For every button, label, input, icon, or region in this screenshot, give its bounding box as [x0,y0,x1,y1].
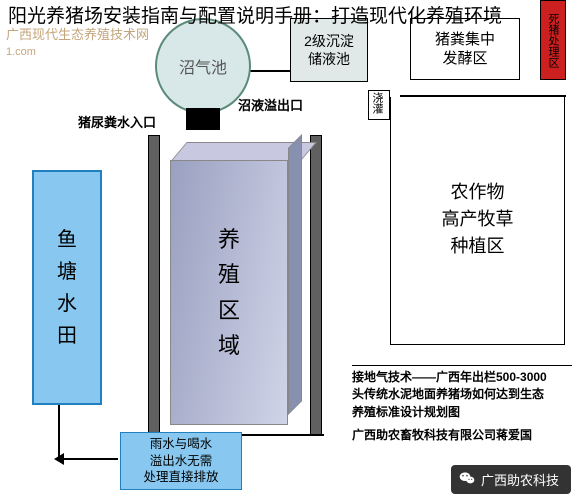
pond-down-line [58,405,60,460]
pond-label: 鱼 塘 水 田 [57,224,77,352]
overflow-arrowhead [54,453,64,465]
irrigation-label: 浇灌 [369,92,385,114]
caption-line3: 养殖标准设计规划图 [352,404,572,421]
outlet-label: 沼液溢出口 [238,95,303,114]
biogas-connector [186,108,220,130]
caption-block: 接地气技术——广西年出栏500-3000 头传统水泥地面养猪场如何达到生态 养殖… [352,365,572,445]
biogas-label: 沼气池 [179,54,227,78]
wechat-label: 广西助农科技 [481,473,559,488]
outlet-arrow [250,70,290,72]
wechat-icon [459,471,475,485]
crop-label: 农作物 高产牧草 种植区 [442,179,514,260]
crop-zone: 农作物 高产牧草 种植区 [390,95,565,345]
breeding-side-face [288,134,302,415]
fish-pond: 鱼 塘 水 田 [32,170,102,405]
watermark-url: 1.com [6,46,36,58]
wechat-badge: 广西助农科技 [451,465,571,494]
overflow-label: 雨水与喝水 溢出水无需 处理直接排放 [143,436,218,487]
manure-label: 猪粪集中 发酵区 [435,30,495,69]
title-text: 阳光养猪场安装指南与配置说明手册：打造现代化养殖环境 [8,6,502,27]
crop-border-top-right [391,95,566,97]
caption-line1: 接地气技术——广西年出栏500-3000 [352,369,572,386]
overflow-zone: 雨水与喝水 溢出水无需 处理直接排放 [120,432,242,490]
page-title: 阳光养猪场安装指南与配置说明手册：打造现代化养殖环境 [0,0,577,35]
sediment-label: 2级沉淀 储液池 [304,32,354,68]
inlet-label: 猪尿粪水入口 [78,112,156,131]
breeding-zone: 养 殖 区 域 [170,142,300,427]
wall-right [310,135,322,435]
overflow-arrow [60,458,118,460]
crop-top-gap [390,94,400,97]
breeding-front-face: 养 殖 区 域 [170,160,288,425]
caption-line2: 头传统水泥地面养猪场如何达到生态 [352,386,572,403]
breeding-label: 养 殖 区 域 [218,222,240,363]
caption-line4: 广西助农畜牧科技有限公司蒋爱国 [352,427,572,444]
wall-left [148,135,160,435]
